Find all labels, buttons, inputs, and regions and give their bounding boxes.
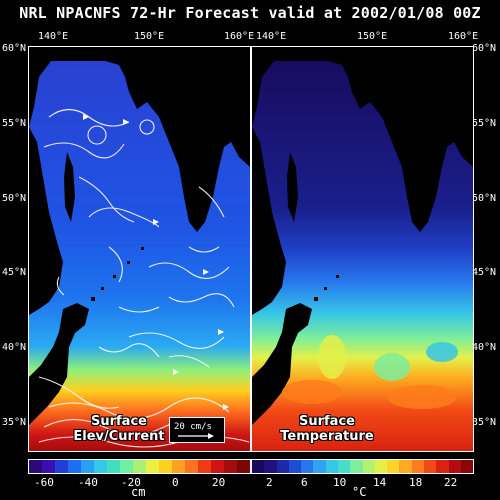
lon-label-140-left: 140°E bbox=[38, 31, 69, 42]
elevation-colorbar-swatch bbox=[94, 460, 107, 473]
elevation-colorbar-swatch bbox=[29, 460, 42, 473]
lat-label-45-left: 45°N bbox=[2, 267, 27, 278]
elevation-caption: Surface Elev/Current bbox=[69, 414, 169, 444]
temperature-colorbar-swatch bbox=[423, 460, 437, 473]
temperature-colorbar-swatch bbox=[387, 460, 400, 473]
surface-temperature-panel: Surface Temperature bbox=[251, 46, 474, 452]
temperature-colorbar-swatch bbox=[436, 460, 449, 473]
temperature-tick-18: 18 bbox=[409, 476, 423, 489]
lat-label-45-right: 45°N bbox=[472, 267, 497, 278]
temperature-tick-10: 10 bbox=[333, 476, 347, 489]
lat-label-60-left: 60°N bbox=[2, 43, 27, 54]
lon-label-160-left: 160°E bbox=[224, 31, 255, 42]
lon-label-150-left: 150°E bbox=[134, 31, 165, 42]
surface-elevation-current-panel: Surface Elev/Current 20 cm/s bbox=[28, 46, 251, 452]
elevation-caption-line2: Elev/Current bbox=[73, 429, 165, 444]
lat-label-35-right: 35°N bbox=[472, 417, 497, 428]
lat-label-40-left: 40°N bbox=[2, 342, 27, 353]
elevation-tick-neg60: -60 bbox=[34, 476, 54, 489]
temperature-colorbar-swatch bbox=[264, 460, 277, 473]
lon-label-150-right: 150°E bbox=[357, 31, 388, 42]
temperature-colorbar-swatch bbox=[374, 460, 388, 473]
lat-label-35-left: 35°N bbox=[2, 417, 27, 428]
temperature-map-graphic bbox=[252, 47, 473, 451]
lat-label-50-right: 50°N bbox=[472, 193, 497, 204]
elevation-map-graphic bbox=[29, 47, 250, 451]
elevation-colorbar-swatch bbox=[211, 460, 224, 473]
temperature-colorbar-swatch bbox=[362, 460, 375, 473]
temperature-caption-line2: Temperature bbox=[280, 429, 374, 444]
temperature-colorbar-swatch bbox=[301, 460, 314, 473]
elevation-colorbar-swatch bbox=[81, 460, 94, 473]
elevation-colorbar-swatch bbox=[159, 460, 172, 473]
elevation-colorbar-swatch bbox=[185, 460, 198, 473]
temperature-colorbar-swatch bbox=[411, 460, 424, 473]
elevation-colorbar-swatch bbox=[172, 460, 185, 473]
temperature-colorbar-swatch bbox=[313, 460, 326, 473]
temperature-colorbar-swatch bbox=[337, 460, 351, 473]
elevation-colorbar-swatch bbox=[224, 460, 237, 473]
temperature-tick-22: 22 bbox=[444, 476, 458, 489]
lat-label-55-left: 55°N bbox=[2, 118, 27, 129]
temperature-colorbar-swatch bbox=[276, 460, 289, 473]
elevation-colorbar-swatch bbox=[42, 460, 55, 473]
elevation-colorbar-swatch bbox=[107, 460, 120, 473]
lat-label-60-right: 60°N bbox=[472, 43, 497, 54]
elevation-tick-neg20: -20 bbox=[121, 476, 141, 489]
lat-label-55-right: 55°N bbox=[472, 118, 497, 129]
lat-label-50-left: 50°N bbox=[2, 193, 27, 204]
elevation-tick-neg40: -40 bbox=[78, 476, 98, 489]
elevation-colorbar-swatch bbox=[120, 460, 133, 473]
elevation-caption-line1: Surface bbox=[91, 414, 147, 429]
temperature-colorbar-swatch bbox=[448, 460, 461, 473]
elevation-colorbar bbox=[28, 459, 251, 474]
temperature-colorbar-swatch bbox=[325, 460, 338, 473]
map-title: NRL NPACNFS 72-Hr Forecast valid at 2002… bbox=[19, 4, 481, 22]
temperature-colorbar bbox=[251, 459, 474, 474]
temperature-tick-14: 14 bbox=[373, 476, 387, 489]
elevation-colorbar-swatch bbox=[68, 460, 81, 473]
elevation-colorbar-swatch bbox=[237, 460, 250, 473]
elevation-colorbar-swatch bbox=[55, 460, 68, 473]
temperature-unit: °C bbox=[352, 485, 367, 499]
temperature-colorbar-swatch bbox=[460, 460, 474, 473]
current-scale-label: 20 cm/s bbox=[174, 422, 212, 432]
elevation-tick-20: 20 bbox=[212, 476, 226, 489]
elevation-tick-0: 0 bbox=[172, 476, 179, 489]
temperature-caption: Surface Temperature bbox=[272, 414, 382, 444]
lat-label-40-right: 40°N bbox=[472, 342, 497, 353]
elevation-colorbar-swatch bbox=[146, 460, 159, 473]
temperature-colorbar-swatch bbox=[350, 460, 363, 473]
lon-label-160-right: 160°E bbox=[448, 31, 479, 42]
temperature-colorbar-swatch bbox=[252, 460, 265, 473]
temperature-colorbar-swatch bbox=[399, 460, 412, 473]
elevation-colorbar-swatch bbox=[198, 460, 211, 473]
elevation-colorbar-swatch bbox=[133, 460, 146, 473]
temperature-colorbar-swatch bbox=[288, 460, 302, 473]
scale-arrow-icon bbox=[178, 433, 214, 439]
elevation-unit: cm bbox=[131, 485, 146, 499]
temperature-tick-2: 2 bbox=[266, 476, 273, 489]
temperature-tick-6: 6 bbox=[301, 476, 308, 489]
current-scale-box: 20 cm/s bbox=[169, 417, 225, 443]
temperature-caption-line1: Surface bbox=[299, 414, 355, 429]
lon-label-140-right: 140°E bbox=[256, 31, 287, 42]
